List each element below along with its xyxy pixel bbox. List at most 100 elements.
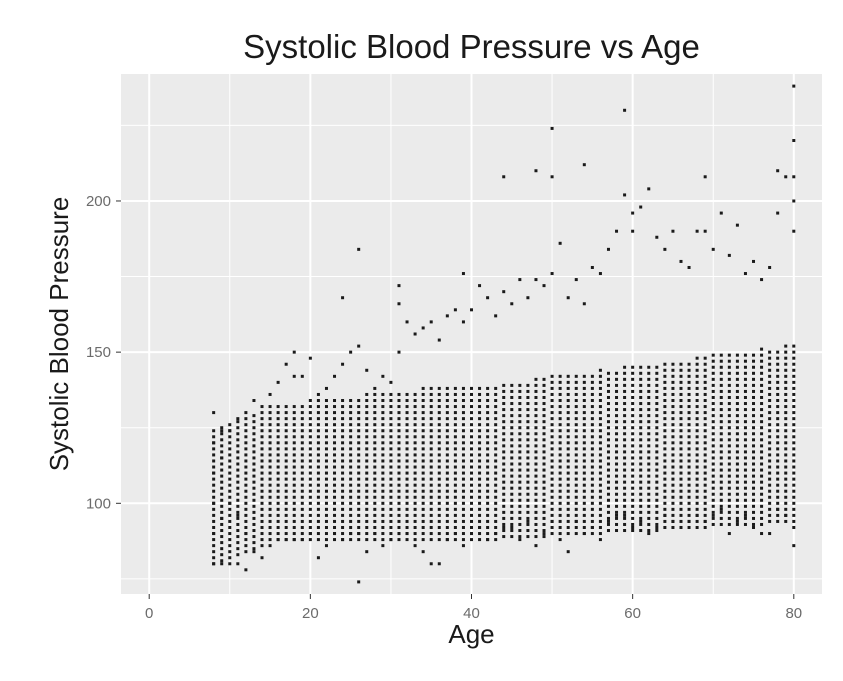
data-point — [719, 444, 723, 448]
data-point — [276, 459, 280, 463]
data-point — [510, 486, 514, 490]
data-point — [792, 380, 796, 384]
data-point — [590, 386, 594, 390]
data-point — [743, 395, 747, 399]
data-point — [574, 519, 578, 523]
data-point — [316, 483, 320, 487]
data-point — [220, 492, 224, 496]
data-point — [534, 432, 538, 436]
data-point — [743, 408, 747, 412]
data-point — [647, 395, 651, 399]
data-point — [510, 510, 514, 514]
data-point — [679, 429, 683, 433]
data-point — [679, 417, 683, 421]
data-point — [590, 471, 594, 475]
data-point — [542, 284, 546, 288]
data-point — [655, 438, 659, 442]
data-point — [776, 459, 780, 463]
data-point — [663, 483, 667, 487]
data-point — [518, 510, 522, 514]
data-point — [518, 456, 522, 460]
data-point — [752, 371, 756, 375]
data-point — [727, 504, 731, 508]
data-point — [582, 519, 586, 523]
data-point — [220, 498, 224, 502]
data-point — [212, 483, 216, 487]
data-point — [542, 532, 546, 536]
data-point — [260, 441, 264, 445]
data-point — [381, 441, 385, 445]
data-point — [526, 474, 530, 478]
data-point — [453, 459, 457, 463]
data-point — [687, 453, 691, 457]
data-point — [510, 492, 514, 496]
data-point — [623, 510, 627, 514]
data-point — [413, 544, 417, 548]
data-point — [252, 480, 256, 484]
data-point — [357, 399, 361, 403]
data-point — [727, 253, 731, 257]
data-point — [558, 471, 562, 475]
data-point — [526, 522, 530, 526]
data-point — [478, 465, 482, 469]
data-point — [373, 453, 377, 457]
data-point — [598, 435, 602, 439]
data-point — [228, 501, 232, 505]
data-point — [615, 383, 619, 387]
data-point — [623, 108, 627, 112]
data-point — [284, 538, 288, 542]
data-point — [421, 513, 425, 517]
data-point — [776, 386, 780, 390]
data-point — [590, 519, 594, 523]
data-point — [341, 429, 345, 433]
data-point — [316, 513, 320, 517]
data-point — [300, 483, 304, 487]
data-point — [776, 507, 780, 511]
data-point — [316, 392, 320, 396]
data-point — [381, 538, 385, 542]
data-point — [429, 501, 433, 505]
data-point — [276, 495, 280, 499]
data-point — [212, 513, 216, 517]
data-point — [558, 489, 562, 493]
data-point — [671, 386, 675, 390]
data-point — [623, 492, 627, 496]
data-point — [429, 435, 433, 439]
data-point — [768, 356, 772, 360]
data-point — [276, 525, 280, 529]
data-point — [558, 532, 562, 536]
data-point — [663, 507, 667, 511]
data-point — [397, 435, 401, 439]
data-point — [405, 435, 409, 439]
data-point — [792, 175, 796, 179]
data-point — [639, 504, 643, 508]
data-point — [486, 386, 490, 390]
data-point — [453, 501, 457, 505]
data-point — [437, 483, 441, 487]
data-point — [316, 477, 320, 481]
data-point — [228, 550, 232, 554]
data-point — [784, 441, 788, 445]
data-point — [647, 462, 651, 466]
data-point — [542, 426, 546, 430]
data-point — [711, 377, 715, 381]
data-point — [623, 462, 627, 466]
data-point — [760, 377, 764, 381]
data-point — [590, 477, 594, 481]
data-point — [292, 525, 296, 529]
data-point — [324, 405, 328, 409]
data-point — [333, 465, 337, 469]
data-point — [373, 417, 377, 421]
data-point — [470, 453, 473, 457]
data-point — [300, 501, 304, 505]
data-point — [582, 453, 586, 457]
data-point — [735, 486, 739, 490]
data-point — [542, 420, 546, 424]
data-point — [719, 450, 723, 454]
data-point — [365, 465, 369, 469]
data-point — [615, 504, 619, 508]
data-point — [405, 441, 409, 445]
data-point — [590, 532, 594, 536]
data-point — [574, 435, 578, 439]
data-point — [542, 414, 546, 418]
